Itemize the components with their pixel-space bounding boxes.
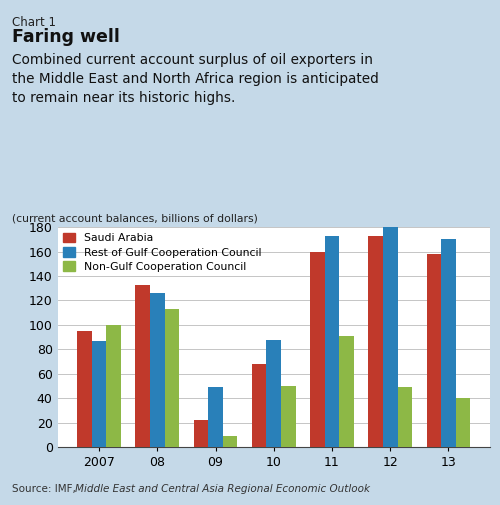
Bar bbox=[194, 420, 208, 447]
Bar bbox=[324, 236, 340, 447]
Bar bbox=[223, 436, 238, 447]
Bar bbox=[164, 309, 179, 447]
Bar bbox=[77, 331, 92, 447]
Bar bbox=[456, 398, 470, 447]
Text: Faring well: Faring well bbox=[12, 28, 120, 46]
Bar bbox=[368, 236, 383, 447]
Bar bbox=[441, 239, 456, 447]
Bar bbox=[266, 339, 281, 447]
Text: Source: IMF,: Source: IMF, bbox=[12, 484, 80, 494]
Bar bbox=[252, 364, 266, 447]
Bar bbox=[92, 341, 106, 447]
Text: .: . bbox=[358, 484, 361, 494]
Text: (current account balances, billions of dollars): (current account balances, billions of d… bbox=[12, 213, 258, 223]
Bar bbox=[383, 227, 398, 447]
Text: Middle East and Central Asia Regional Economic Outlook: Middle East and Central Asia Regional Ec… bbox=[75, 484, 370, 494]
Bar bbox=[281, 386, 295, 447]
Text: Chart 1: Chart 1 bbox=[12, 16, 56, 29]
Bar bbox=[398, 387, 412, 447]
Bar bbox=[208, 387, 223, 447]
Bar bbox=[310, 251, 324, 447]
Bar bbox=[106, 325, 121, 447]
Text: Combined current account surplus of oil exporters in
the Middle East and North A: Combined current account surplus of oil … bbox=[12, 53, 380, 105]
Bar bbox=[136, 285, 150, 447]
Bar bbox=[340, 336, 354, 447]
Bar bbox=[426, 254, 441, 447]
Bar bbox=[150, 293, 164, 447]
Legend: Saudi Arabia, Rest of Gulf Cooperation Council, Non-Gulf Cooperation Council: Saudi Arabia, Rest of Gulf Cooperation C… bbox=[61, 230, 263, 274]
